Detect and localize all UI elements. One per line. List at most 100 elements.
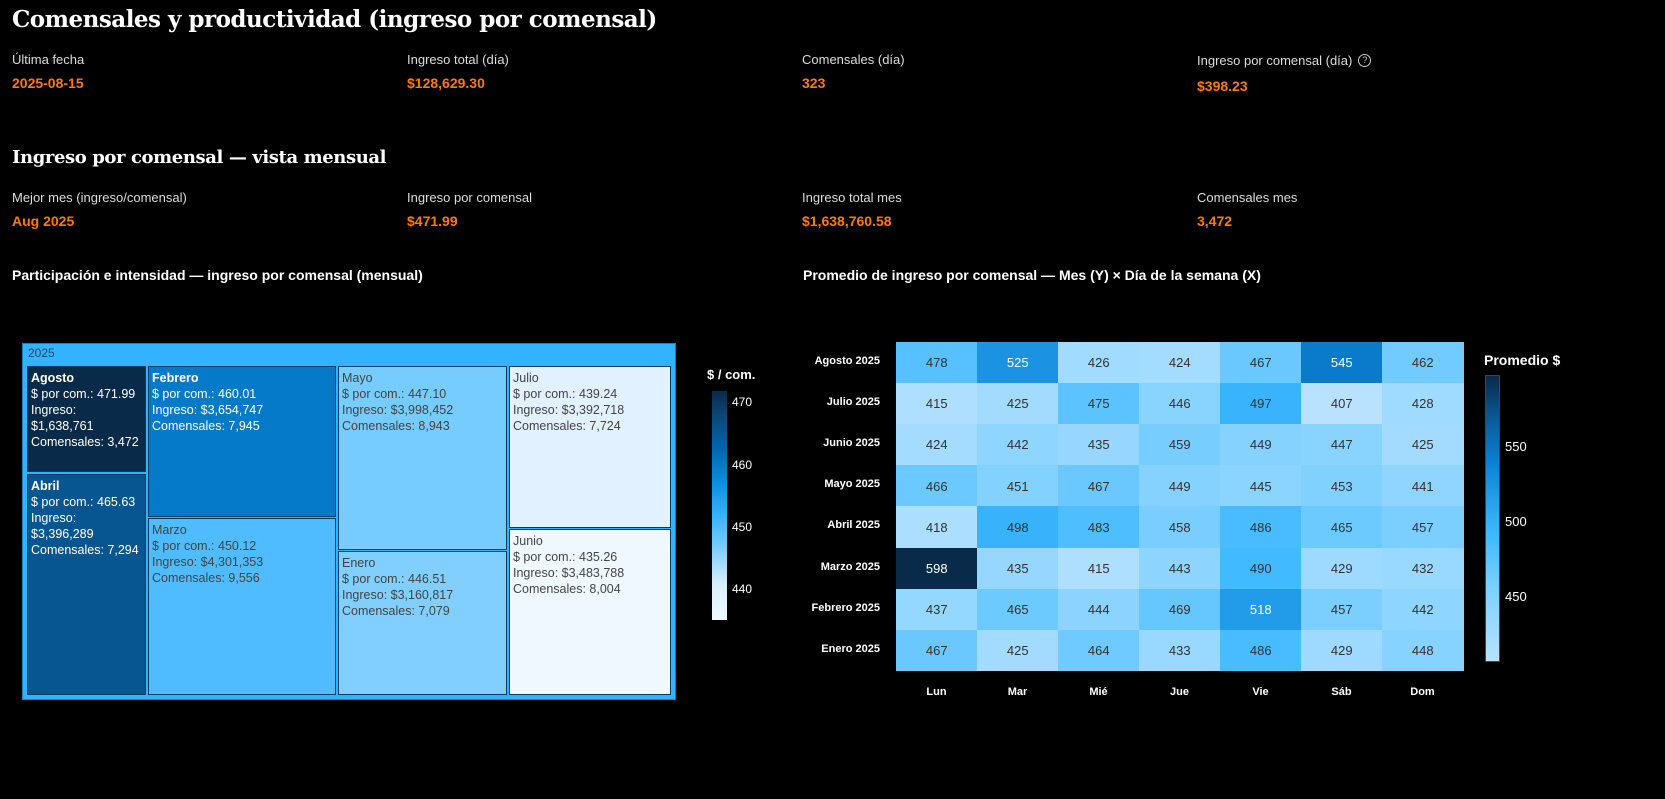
heatmap-cell[interactable]: 433 [1139, 629, 1221, 672]
kpi-card: Ingreso por comensal $471.99 [407, 190, 787, 229]
kpi-value: $128,629.30 [407, 75, 485, 91]
heatmap-cell[interactable]: 465 [1301, 506, 1383, 548]
heatmap-cell[interactable]: 449 [1139, 465, 1221, 507]
heatmap-cell[interactable]: 462 [1382, 342, 1464, 384]
tile-ing: Ingreso: $3,483,788 [513, 566, 625, 580]
heatmap-cell[interactable]: 425 [977, 383, 1059, 425]
colorbar-tick: 470 [732, 395, 753, 410]
heatmap-cell[interactable]: 467 [1058, 465, 1140, 507]
heatmap-cell[interactable]: 437 [896, 588, 978, 631]
heatmap-cell[interactable]: 445 [1220, 465, 1302, 507]
heatmap-cell[interactable]: 447 [1301, 424, 1383, 466]
heatmap-cell[interactable]: 441 [1382, 465, 1464, 507]
heatmap-cell[interactable]: 432 [1382, 547, 1464, 590]
heatmap-cell[interactable]: 457 [1301, 588, 1383, 631]
heatmap-cell[interactable]: 444 [1058, 588, 1140, 631]
treemap-tile[interactable]: Febrero $ por com.: 460.01 Ingreso: $3,654… [148, 366, 336, 517]
heatmap-cell[interactable]: 478 [896, 342, 978, 384]
kpi-value: 323 [802, 75, 826, 91]
heatmap-cell[interactable]: 465 [977, 588, 1059, 631]
heatmap-cell[interactable]: 442 [977, 424, 1059, 466]
heatmap-cell[interactable]: 483 [1058, 506, 1140, 548]
tile-ing: Ingreso: $4,301,353 [152, 555, 264, 569]
heatmap-cell[interactable]: 425 [977, 629, 1059, 672]
heatmap-cell[interactable]: 498 [977, 506, 1059, 548]
kpi-card: Comensales mes 3,472 [1197, 190, 1577, 229]
heatmap-cell[interactable]: 453 [1301, 465, 1383, 507]
tile-per: $ por com.: 446.51 [342, 572, 447, 586]
colorbar-tick: 460 [732, 457, 753, 472]
heatmap-cell[interactable]: 415 [1058, 547, 1140, 590]
colorbar-tick: 450 [732, 520, 753, 535]
kpi-label: Última fecha [12, 52, 85, 67]
heatmap-cell[interactable]: 449 [1220, 424, 1302, 466]
heatmap-cell[interactable]: 425 [1382, 424, 1464, 466]
tile-ing: Ingreso: $3,654,747 [152, 403, 264, 417]
treemap-tile[interactable]: Agosto $ por com.: 471.99 Ingreso: $1,638,… [27, 366, 146, 472]
treemap-tile[interactable]: Julio $ por com.: 439.24 Ingreso: $3,392,7… [509, 366, 671, 528]
heatmap-cell[interactable]: 518 [1220, 588, 1302, 631]
heatmap-cell[interactable]: 407 [1301, 383, 1383, 425]
heatmap-cell[interactable]: 429 [1301, 547, 1383, 590]
heatmap-cell[interactable]: 446 [1139, 383, 1221, 425]
kpi-card: Ingreso por comensal (día)? $398.23 [1197, 52, 1577, 94]
tile-per: $ por com.: 460.01 [152, 387, 257, 401]
heatmap-cell[interactable]: 442 [1382, 588, 1464, 631]
heatmap-cell[interactable]: 435 [1058, 424, 1140, 466]
heatmap-cell[interactable]: 545 [1301, 342, 1383, 384]
heatmap-cell[interactable]: 467 [896, 629, 978, 672]
treemap-title: Participación e intensidad — ingreso por… [12, 267, 423, 283]
heatmap-cell[interactable]: 424 [1139, 342, 1221, 384]
heatmap-cell[interactable]: 448 [1382, 629, 1464, 672]
tile-ing: Ingreso: $3,392,718 [513, 403, 625, 417]
heatmap-cell[interactable]: 475 [1058, 383, 1140, 425]
kpi-card: Ingreso total mes $1,638,760.58 [802, 190, 1182, 229]
heatmap-cell[interactable]: 464 [1058, 629, 1140, 672]
heatmap-row-label: Febrero 2025 [811, 601, 880, 614]
heatmap-cell[interactable]: 418 [896, 506, 978, 548]
heatmap-cell[interactable]: 598 [896, 547, 978, 590]
heatmap-cell[interactable]: 415 [896, 383, 978, 425]
treemap-tile[interactable]: Mayo $ por com.: 447.10 Ingreso: $3,998,45… [338, 366, 507, 550]
heatmap-cell[interactable]: 424 [896, 424, 978, 466]
heatmap-cell[interactable]: 443 [1139, 547, 1221, 590]
heatmap-colorbar [1485, 375, 1500, 662]
treemap-tile[interactable]: Junio $ por com.: 435.26 Ingreso: $3,483,7… [509, 529, 671, 695]
heatmap-cell[interactable]: 525 [977, 342, 1059, 384]
heatmap-cell[interactable]: 426 [1058, 342, 1140, 384]
heatmap-cell[interactable]: 467 [1220, 342, 1302, 384]
colorbar-tick: 550 [1505, 439, 1527, 455]
heatmap-cell[interactable]: 457 [1382, 506, 1464, 548]
heatmap-cell[interactable]: 435 [977, 547, 1059, 590]
heatmap-row-label: Enero 2025 [821, 642, 880, 655]
heatmap-cell[interactable]: 458 [1139, 506, 1221, 548]
kpi-label: Comensales mes [1197, 190, 1298, 205]
heatmap-cell[interactable]: 469 [1139, 588, 1221, 631]
heatmap-cell[interactable]: 459 [1139, 424, 1221, 466]
treemap-colorbar [712, 391, 727, 620]
kpi-value: Aug 2025 [12, 213, 75, 229]
treemap-tile[interactable]: Abril $ por com.: 465.63 Ingreso: $3,396,2… [27, 474, 146, 695]
treemap[interactable]: 2025 Agosto $ por com.: 471.99 Ingreso: $1… [22, 343, 676, 700]
heatmap-col-label: Dom [1410, 686, 1435, 698]
help-icon[interactable]: ? [1358, 54, 1372, 68]
heatmap-cell[interactable]: 486 [1220, 506, 1302, 548]
colorbar-tick: 500 [1505, 514, 1527, 530]
heatmap-cell[interactable]: 490 [1220, 547, 1302, 590]
tile-per: $ por com.: 465.63 [31, 495, 136, 509]
heatmap-cell[interactable]: 486 [1220, 629, 1302, 672]
tile-name: Enero [342, 556, 376, 570]
heatmap-cell[interactable]: 429 [1301, 629, 1383, 672]
tile-com: Comensales: 9,556 [152, 571, 260, 585]
heatmap-cell[interactable]: 466 [896, 465, 978, 507]
heatmap-cell[interactable]: 451 [977, 465, 1059, 507]
tile-com: Comensales: 7,079 [342, 604, 450, 618]
heatmap-row-label: Abril 2025 [827, 519, 880, 532]
treemap-tile[interactable]: Marzo $ por com.: 450.12 Ingreso: $4,301,3… [148, 518, 336, 695]
heatmap-cell[interactable]: 497 [1220, 383, 1302, 425]
tile-com: Comensales: 3,472 [31, 435, 139, 449]
heatmap-cell[interactable]: 428 [1382, 383, 1464, 425]
tile-com: Comensales: 7,294 [31, 543, 139, 557]
kpi-label: Ingreso por comensal [407, 190, 533, 205]
treemap-tile[interactable]: Enero $ por com.: 446.51 Ingreso: $3,160,8… [338, 551, 507, 695]
